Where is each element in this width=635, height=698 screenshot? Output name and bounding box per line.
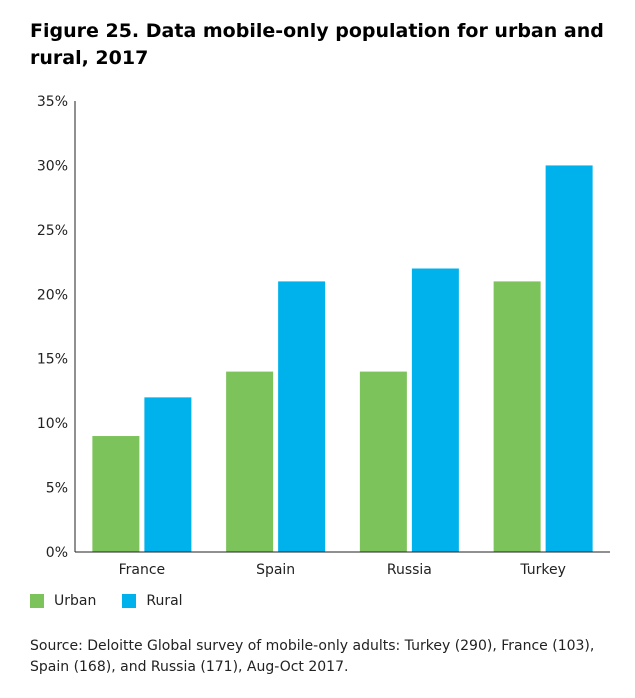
legend-item-urban: Urban xyxy=(30,593,96,609)
y-tick-label: 5% xyxy=(46,481,68,497)
legend-swatch-urban xyxy=(30,594,44,608)
bar-urban-france xyxy=(92,436,140,552)
legend-label-rural: Rural xyxy=(146,593,183,609)
y-tick-label: 25% xyxy=(37,223,68,239)
x-axis-ticks: France Spain Russia Turkey xyxy=(119,562,566,578)
bar-urban-spain xyxy=(226,371,274,552)
x-tick-label: Turkey xyxy=(519,562,566,578)
legend: Urban Rural xyxy=(30,593,209,609)
x-tick-label: Russia xyxy=(387,562,432,578)
y-axis-ticks: 0% 5% 10% 15% 20% 25% 30% 35% xyxy=(37,94,68,561)
x-tick-label: France xyxy=(119,562,166,578)
bars xyxy=(92,165,593,552)
y-tick-label: 35% xyxy=(37,94,68,110)
y-tick-label: 30% xyxy=(37,158,68,174)
bar-rural-turkey xyxy=(545,165,593,552)
source-note: Source: Deloitte Global survey of mobile… xyxy=(30,638,595,675)
chart-title: Figure 25. Data mobile-only population f… xyxy=(30,20,604,69)
bar-urban-turkey xyxy=(493,281,541,552)
bar-chart: 0% 5% 10% 15% 20% 25% 30% 35% France Spain Russia… xyxy=(37,94,610,578)
bar-urban-russia xyxy=(359,371,407,552)
bar-rural-russia xyxy=(411,268,459,552)
y-tick-label: 0% xyxy=(46,545,68,561)
y-tick-label: 10% xyxy=(37,416,68,432)
bar-rural-france xyxy=(144,397,192,552)
legend-label-urban: Urban xyxy=(54,593,97,609)
y-tick-label: 20% xyxy=(37,287,68,303)
y-tick-label: 15% xyxy=(37,352,68,368)
legend-swatch-rural xyxy=(122,594,137,608)
legend-item-rural: Rural xyxy=(122,593,183,609)
x-tick-label: Spain xyxy=(256,562,295,578)
bar-rural-spain xyxy=(278,281,326,552)
